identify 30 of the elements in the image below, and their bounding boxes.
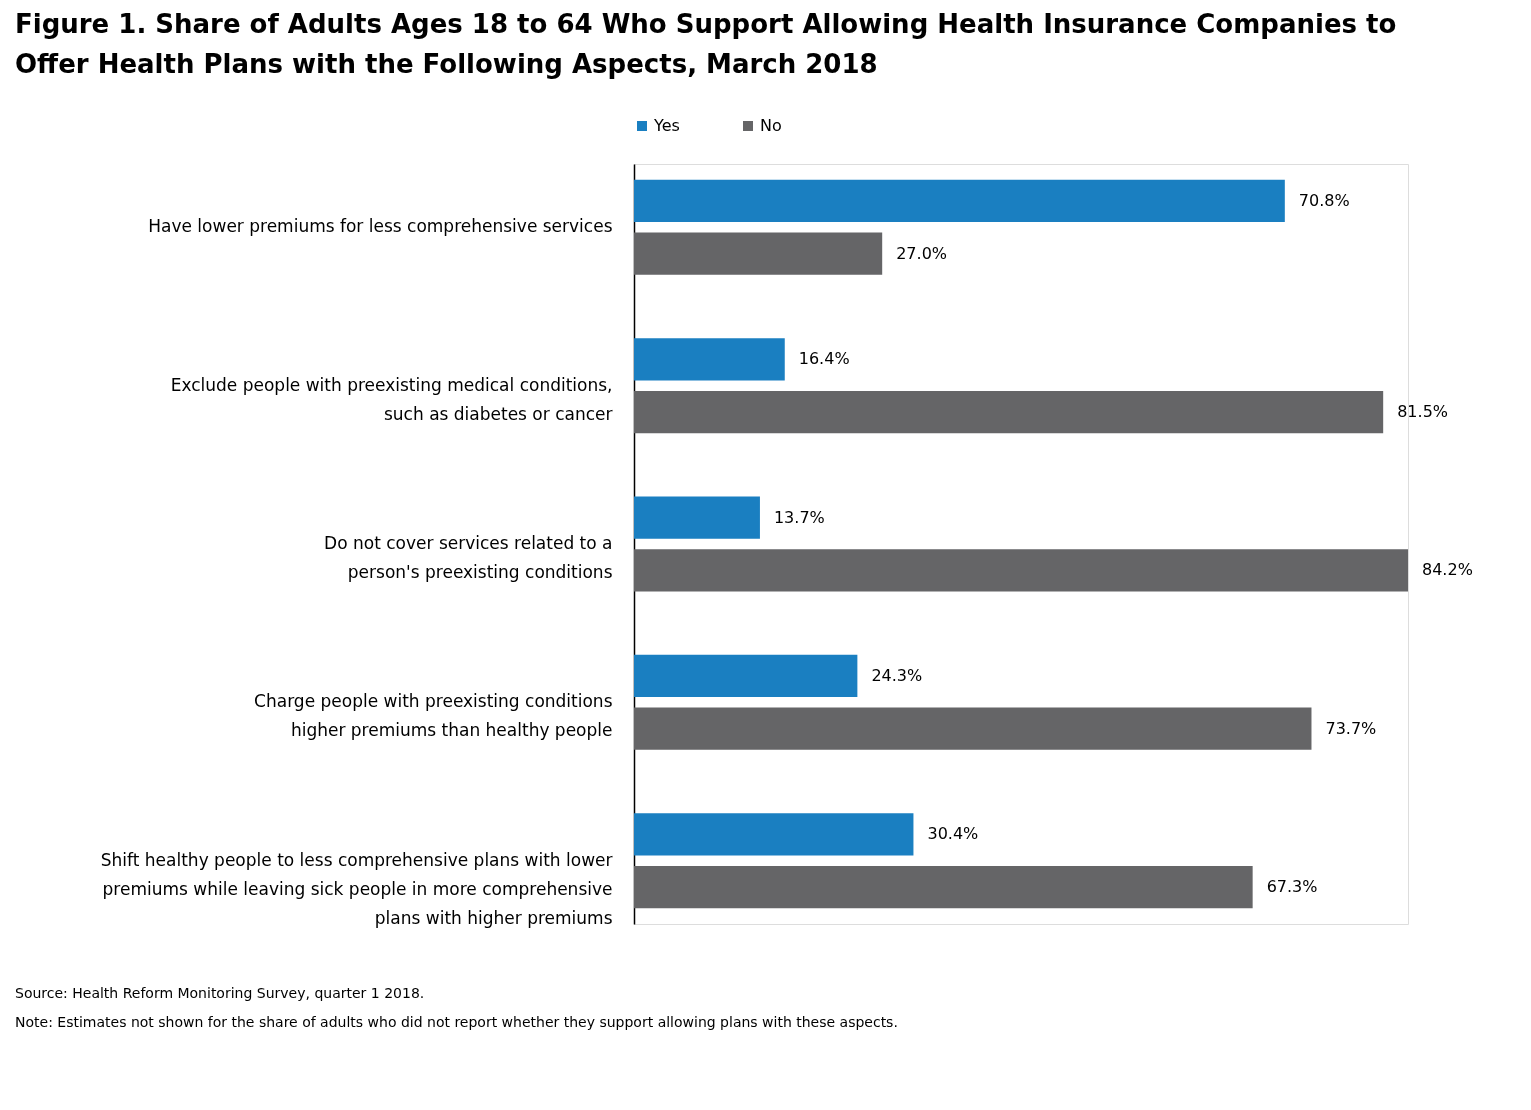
data-label: 70.8% bbox=[1298, 190, 1350, 210]
y-tick-label: Charge people with preexisting conditions higher premiums than healthy people bbox=[254, 691, 613, 741]
source-note: Source: Health Reform Monitoring Survey, quarter 1 2018. bbox=[15, 985, 425, 1001]
bar bbox=[634, 549, 1408, 592]
bar bbox=[634, 813, 914, 856]
y-tick-label: Have lower premiums for less comprehensive services bbox=[148, 216, 613, 237]
bar bbox=[634, 707, 1312, 750]
data-label: 73.7% bbox=[1325, 718, 1377, 738]
bar bbox=[634, 390, 1384, 434]
bar bbox=[634, 338, 785, 381]
bar bbox=[634, 654, 858, 698]
data-label: 30.4% bbox=[927, 824, 979, 844]
data-label: 81.5% bbox=[1397, 402, 1449, 422]
data-label: 13.7% bbox=[773, 507, 825, 527]
bar bbox=[634, 179, 1285, 223]
data-label: 84.2% bbox=[1422, 560, 1473, 580]
data-label: 16.4% bbox=[798, 349, 850, 369]
bar bbox=[634, 232, 883, 275]
legend-label: No bbox=[760, 116, 782, 135]
y-tick-label: Shift healthy people to less comprehensive plans with lower premiums while leaving sick people in more comprehensive plans with higher premiums bbox=[100, 849, 613, 928]
chart-title: Figure 1. Share of Adults Ages 18 to 64 Who Support Allowing Health Insurance Companies to Offer Health Plans with the Following Aspects, March 2018 bbox=[15, 9, 1397, 79]
data-label: 27.0% bbox=[896, 243, 948, 263]
bar bbox=[634, 496, 760, 539]
text: Note: Estimates not shown for the share of adults who did not report whether they support allowing plans with these aspects. bbox=[15, 1014, 898, 1030]
y-tick-label: Exclude people with preexisting medical conditions, such as diabetes or cancer bbox=[170, 374, 613, 424]
y-tick-label: Do not cover services related to a person's preexisting conditions bbox=[324, 533, 613, 582]
legend-label: Yes bbox=[653, 116, 680, 135]
bar bbox=[634, 865, 1253, 909]
data-label: 67.3% bbox=[1266, 877, 1318, 897]
data-label: 24.3% bbox=[871, 665, 923, 685]
